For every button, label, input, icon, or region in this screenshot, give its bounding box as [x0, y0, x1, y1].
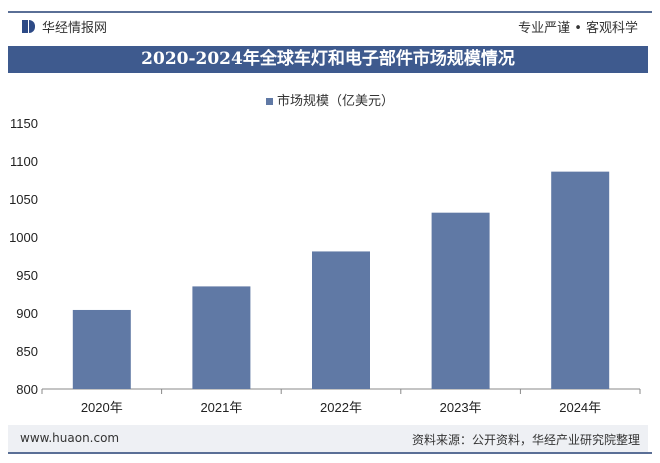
y-tick-label: 1100: [10, 154, 38, 169]
bottom-divider: [8, 452, 652, 454]
source-note: 资料来源：公开资料，华经产业研究院整理: [411, 433, 640, 447]
x-tick-label: 2020年: [81, 400, 123, 415]
y-tick-label: 800: [16, 382, 38, 397]
y-tick-label: 1000: [9, 230, 38, 245]
footer: www.huaon.com 资料来源：公开资料，华经产业研究院整理: [8, 425, 648, 452]
bar-2021年: [192, 286, 251, 389]
legend-swatch: [265, 98, 273, 105]
logo-icon: [22, 20, 36, 33]
y-tick-label: 1050: [9, 192, 38, 207]
x-tick-label: 2021年: [200, 400, 242, 415]
top-divider: [8, 11, 652, 13]
x-tick-label: 2023年: [440, 400, 482, 415]
y-tick-label: 850: [16, 344, 38, 359]
slogan: 专业严谨 • 客观科学: [518, 21, 638, 36]
x-tick-label: 2024年: [559, 400, 601, 415]
y-tick-label: 1150: [10, 116, 38, 131]
y-tick-label: 900: [16, 306, 38, 321]
bar-2024年: [551, 171, 610, 389]
bar-2023年: [431, 212, 490, 389]
bar-2022年: [312, 251, 370, 389]
chart-title: 2020-2024年全球车灯和电子部件市场规模情况: [8, 46, 648, 73]
legend-label: 市场规模（亿美元）: [276, 94, 394, 109]
brand: 华经情报网: [22, 17, 107, 36]
website-url: www.huaon.com: [20, 431, 120, 445]
bar-2020年: [72, 309, 131, 389]
x-tick-label: 2022年: [320, 400, 362, 415]
y-tick-label: 950: [16, 268, 38, 283]
legend: 市场规模（亿美元）: [0, 90, 660, 109]
brand-name: 华经情报网: [42, 21, 108, 36]
